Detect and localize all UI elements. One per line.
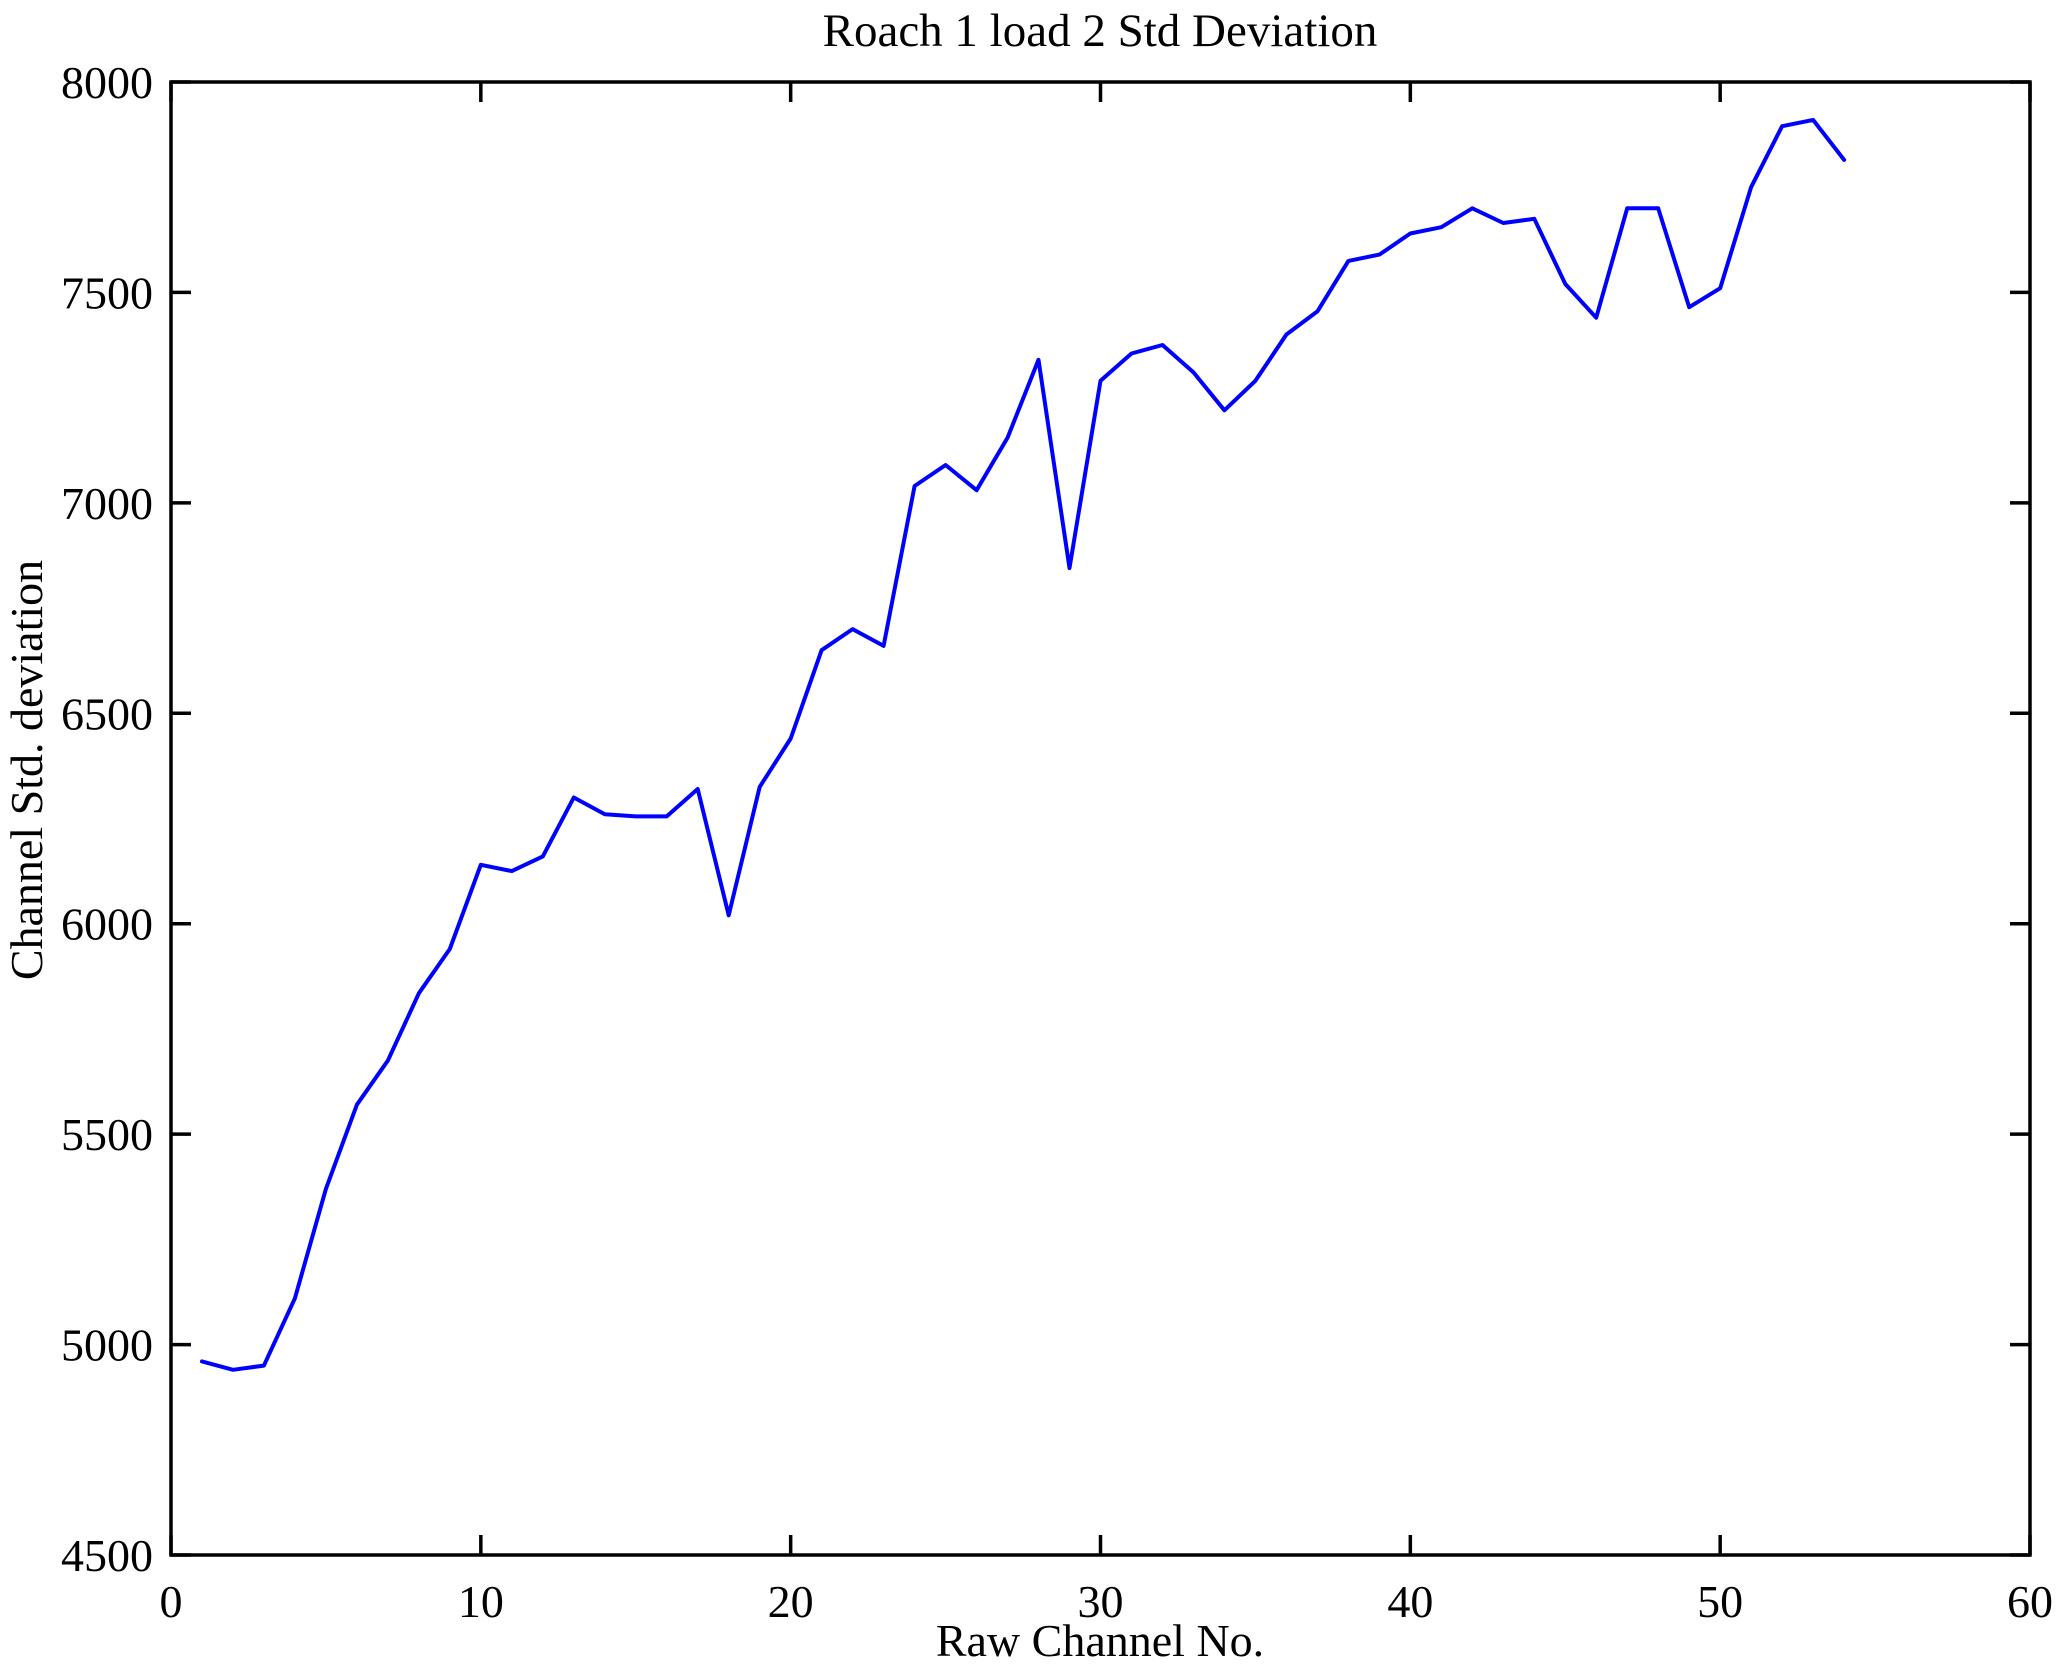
- y-tick-label: 7500: [61, 267, 153, 318]
- x-tick-label: 10: [458, 1576, 504, 1627]
- x-axis-label: Raw Channel No.: [936, 1615, 1264, 1666]
- y-tick-label: 7000: [61, 478, 153, 529]
- x-tick-label: 0: [160, 1576, 183, 1627]
- x-tick-label: 30: [1078, 1576, 1124, 1627]
- x-tick-label: 60: [2007, 1576, 2053, 1627]
- x-tick-marks: [169, 82, 2032, 1555]
- chart-title: Roach 1 load 2 Std Deviation: [823, 5, 1378, 57]
- x-tick-labels: 0 10 20 30 40 50 60: [160, 1576, 2054, 1627]
- y-tick-marks: [171, 80, 2030, 1557]
- x-tick-label: 50: [1697, 1576, 1743, 1627]
- y-tick-labels: 4500 5000 5500 6000 6500 7000 7500 8000: [61, 57, 153, 1581]
- x-tick-label: 20: [768, 1576, 814, 1627]
- y-tick-label: 5000: [61, 1320, 153, 1371]
- y-tick-label: 4500: [61, 1530, 153, 1581]
- plot-area: [169, 80, 2032, 1557]
- x-tick-label: 40: [1387, 1576, 1433, 1627]
- y-tick-label: 8000: [61, 57, 153, 108]
- data-line: [200, 117, 1847, 1372]
- y-tick-label: 5500: [61, 1109, 153, 1160]
- y-tick-label: 6000: [61, 899, 153, 950]
- y-tick-label: 6500: [61, 688, 153, 739]
- y-axis-label: Channel Std. deviation: [1, 560, 52, 980]
